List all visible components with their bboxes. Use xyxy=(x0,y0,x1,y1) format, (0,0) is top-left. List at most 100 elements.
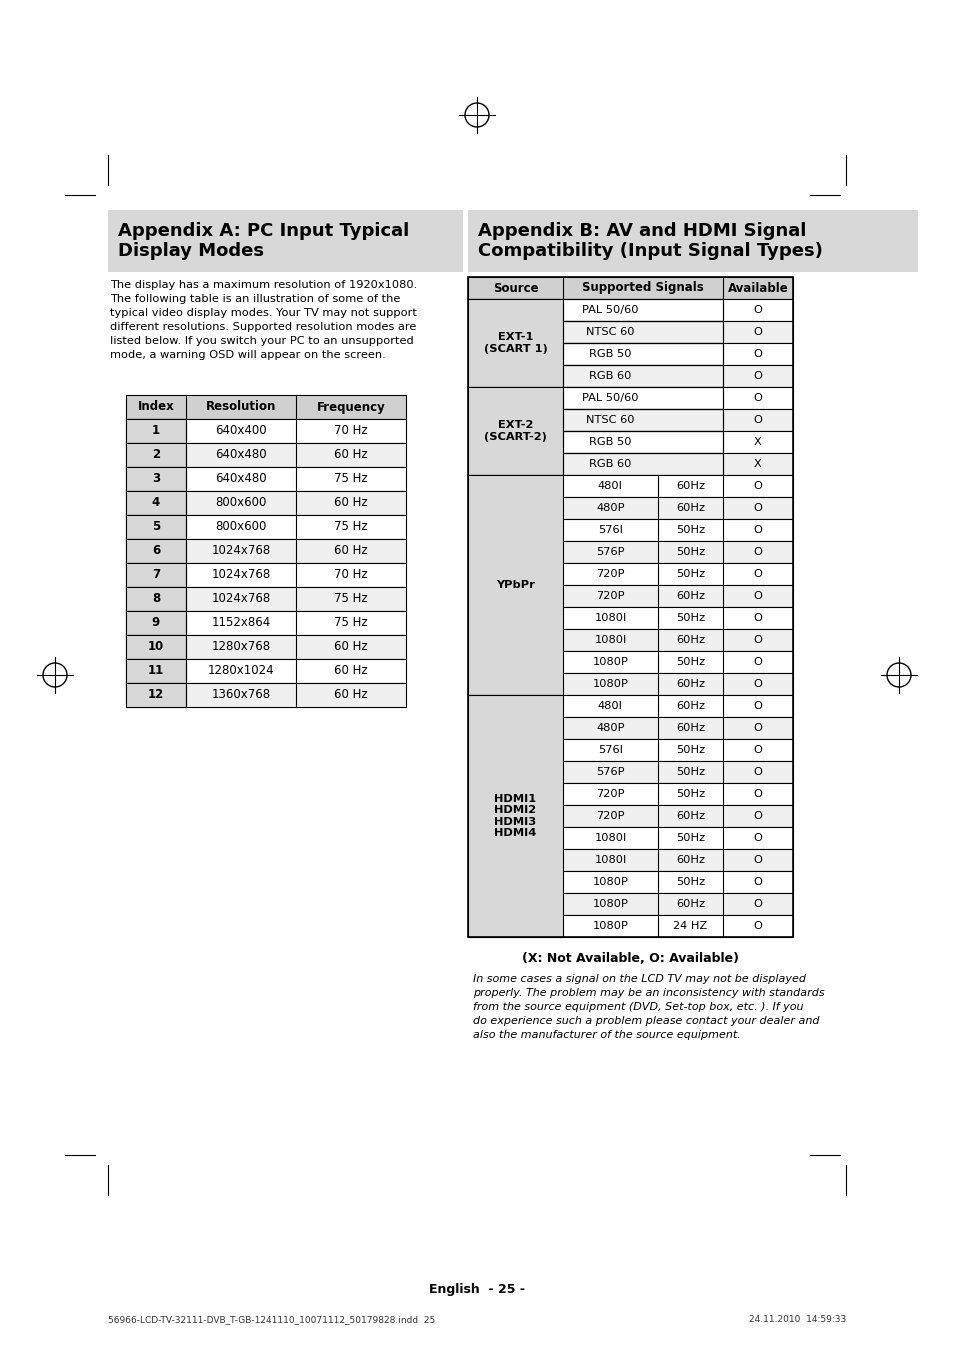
Text: 1360x768: 1360x768 xyxy=(212,689,271,701)
Text: 1080P: 1080P xyxy=(592,898,628,909)
Bar xyxy=(126,443,186,467)
Text: 60Hz: 60Hz xyxy=(676,503,704,513)
Text: Frequency: Frequency xyxy=(316,400,385,413)
Bar xyxy=(562,299,722,322)
Text: 50Hz: 50Hz xyxy=(676,744,704,755)
Text: 480P: 480P xyxy=(596,723,624,734)
Text: In some cases a signal on the LCD TV may not be displayed
properly. The problem : In some cases a signal on the LCD TV may… xyxy=(473,974,823,1040)
Text: 75 Hz: 75 Hz xyxy=(334,473,368,485)
Text: 1080P: 1080P xyxy=(592,680,628,689)
Text: 60 Hz: 60 Hz xyxy=(334,665,368,677)
Bar xyxy=(468,365,792,386)
Text: 1280x1024: 1280x1024 xyxy=(208,665,274,677)
Text: 12: 12 xyxy=(148,689,164,701)
Text: 60Hz: 60Hz xyxy=(676,590,704,601)
Bar xyxy=(468,805,792,827)
Text: O: O xyxy=(753,657,761,667)
Text: 11: 11 xyxy=(148,665,164,677)
Text: O: O xyxy=(753,393,761,403)
Bar xyxy=(126,586,406,611)
Bar xyxy=(468,299,562,386)
Bar xyxy=(126,684,406,707)
Bar xyxy=(468,651,792,673)
Text: 1080I: 1080I xyxy=(594,834,626,843)
Text: 60Hz: 60Hz xyxy=(676,481,704,490)
Text: 720P: 720P xyxy=(596,569,624,580)
Text: 8: 8 xyxy=(152,593,160,605)
Text: 480P: 480P xyxy=(596,503,624,513)
Text: 640x480: 640x480 xyxy=(215,449,267,462)
Text: PAL 50/60: PAL 50/60 xyxy=(581,305,639,315)
Text: O: O xyxy=(753,855,761,865)
Bar xyxy=(108,209,462,272)
Bar xyxy=(562,322,722,343)
Text: 1152x864: 1152x864 xyxy=(212,616,271,630)
Text: O: O xyxy=(753,680,761,689)
Bar xyxy=(126,611,186,635)
Bar xyxy=(468,630,792,651)
Text: 60Hz: 60Hz xyxy=(676,855,704,865)
Text: EXT-1
(SCART 1): EXT-1 (SCART 1) xyxy=(483,332,547,354)
Bar xyxy=(126,563,406,586)
Text: 9: 9 xyxy=(152,616,160,630)
Text: 24 HZ: 24 HZ xyxy=(673,921,707,931)
Text: 1080I: 1080I xyxy=(594,635,626,644)
Text: 1024x768: 1024x768 xyxy=(212,593,271,605)
Bar xyxy=(562,386,722,409)
Bar xyxy=(468,209,917,272)
Text: 720P: 720P xyxy=(596,789,624,798)
Text: O: O xyxy=(753,569,761,580)
Text: 50Hz: 50Hz xyxy=(676,526,704,535)
Bar xyxy=(468,893,792,915)
Text: O: O xyxy=(753,723,761,734)
Text: 50Hz: 50Hz xyxy=(676,877,704,888)
Text: 50Hz: 50Hz xyxy=(676,547,704,557)
Text: 50Hz: 50Hz xyxy=(676,834,704,843)
Bar xyxy=(468,607,792,630)
Bar xyxy=(468,694,562,938)
Bar xyxy=(126,539,406,563)
Text: The display has a maximum resolution of 1920x1080.
The following table is an ill: The display has a maximum resolution of … xyxy=(110,280,416,359)
Text: 576I: 576I xyxy=(598,744,622,755)
Text: 576P: 576P xyxy=(596,547,624,557)
Bar xyxy=(126,515,186,539)
Bar xyxy=(468,386,792,409)
Text: NTSC 60: NTSC 60 xyxy=(586,415,634,426)
Text: EXT-2
(SCART-2): EXT-2 (SCART-2) xyxy=(483,420,546,442)
Text: O: O xyxy=(753,744,761,755)
Text: 480I: 480I xyxy=(598,701,622,711)
Text: Appendix B: AV and HDMI Signal
Compatibility (Input Signal Types): Appendix B: AV and HDMI Signal Compatibi… xyxy=(477,222,822,261)
Bar xyxy=(468,761,792,784)
Bar xyxy=(562,409,722,431)
Text: O: O xyxy=(753,526,761,535)
Bar xyxy=(468,343,792,365)
Bar xyxy=(468,585,792,607)
Text: 50Hz: 50Hz xyxy=(676,767,704,777)
Text: O: O xyxy=(753,834,761,843)
Text: 1280x768: 1280x768 xyxy=(212,640,271,654)
Text: 60 Hz: 60 Hz xyxy=(334,544,368,558)
Text: 60Hz: 60Hz xyxy=(676,701,704,711)
Text: O: O xyxy=(753,415,761,426)
Bar xyxy=(468,540,792,563)
Text: 56966-LCD-TV-32111-DVB_T-GB-1241110_10071112_50179828.indd  25: 56966-LCD-TV-32111-DVB_T-GB-1241110_1007… xyxy=(108,1316,435,1324)
Text: Source: Source xyxy=(492,281,537,295)
Text: Supported Signals: Supported Signals xyxy=(581,281,703,295)
Bar xyxy=(562,431,722,453)
Text: 75 Hz: 75 Hz xyxy=(334,520,368,534)
Text: O: O xyxy=(753,898,761,909)
Text: 75 Hz: 75 Hz xyxy=(334,593,368,605)
Text: 1024x768: 1024x768 xyxy=(212,569,271,581)
Bar xyxy=(126,635,186,659)
Text: 2: 2 xyxy=(152,449,160,462)
Text: O: O xyxy=(753,590,761,601)
Text: 50Hz: 50Hz xyxy=(676,657,704,667)
Bar xyxy=(468,476,792,497)
Text: 480I: 480I xyxy=(598,481,622,490)
Text: O: O xyxy=(753,305,761,315)
Bar xyxy=(468,453,792,476)
Bar xyxy=(468,563,792,585)
Bar xyxy=(562,343,722,365)
Text: 60 Hz: 60 Hz xyxy=(334,449,368,462)
Text: O: O xyxy=(753,613,761,623)
